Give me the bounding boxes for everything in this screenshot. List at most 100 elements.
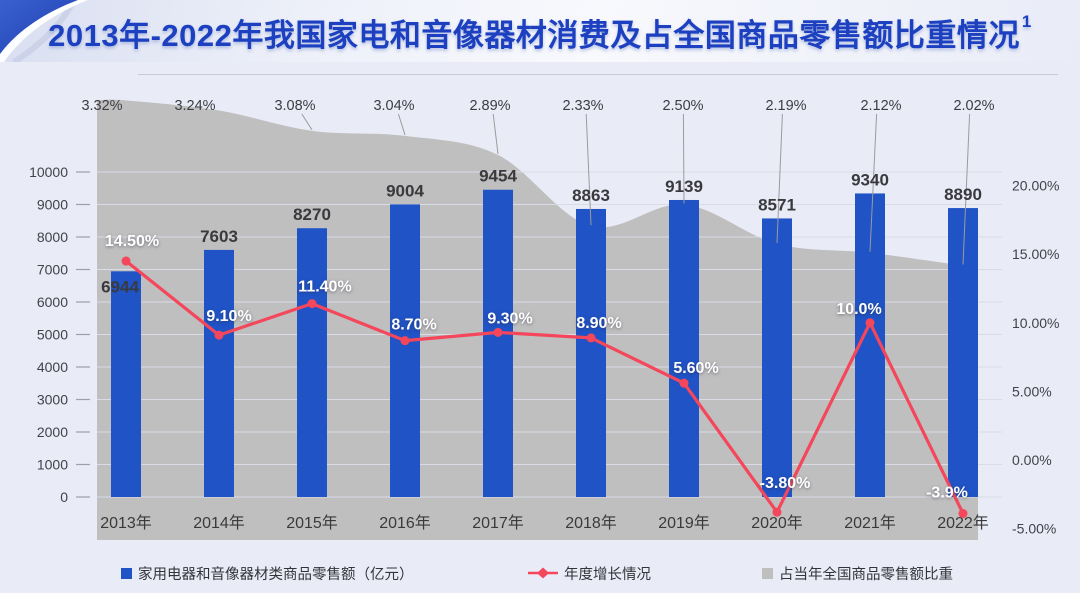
share-percent-label: 3.24% [174, 98, 215, 114]
growth-point [865, 318, 875, 328]
growth-percent-label: -3.9% [926, 485, 968, 502]
legend-label: 年度增长情况 [564, 566, 651, 583]
share-percent-label: 2.50% [662, 98, 703, 114]
bar-value-label: 9139 [665, 177, 703, 196]
x-axis-label: 2019年 [658, 514, 710, 532]
growth-percent-label: 5.60% [673, 360, 718, 377]
bar [576, 208, 606, 497]
legend-label: 占当年全国商品零售额比重 [779, 566, 953, 583]
leader-line [962, 113, 971, 265]
share-percent-label: 2.19% [765, 98, 806, 114]
bar-value-label: 9004 [386, 181, 424, 200]
page-title-text: 2013年-2022年我国家电和音像器材消费及占全国商品零售额比重情况 [48, 17, 1020, 53]
growth-point [307, 299, 317, 309]
left-axis-label: 2000 [37, 424, 68, 440]
bar [390, 204, 420, 497]
line-legend-swatch [528, 567, 558, 579]
legend-label: 家用电器和音像器材类商品零售额（亿元） [138, 566, 414, 583]
share-percent-label: 3.32% [81, 98, 122, 114]
bar-value-label: 9454 [479, 167, 517, 186]
right-axis-label: 20.00% [1012, 178, 1059, 194]
share-percent-label: 3.04% [373, 98, 414, 114]
x-axis-label: 2020年 [751, 514, 803, 532]
left-axis-label: 5000 [37, 327, 68, 343]
bar-value-label: 8270 [293, 205, 331, 224]
growth-point [121, 256, 131, 266]
title-banner: 2013年-2022年我国家电和音像器材消费及占全国商品零售额比重情况 1 [0, 0, 1080, 62]
corner-swoosh-decoration [0, 0, 88, 62]
leader-line [869, 113, 878, 252]
right-axis-label: 15.00% [1012, 246, 1059, 262]
bar [669, 199, 699, 498]
leader-line [397, 113, 406, 136]
leader-line [301, 113, 313, 131]
left-axis-label: 10000 [29, 164, 68, 180]
share-percent-label: 3.08% [274, 98, 315, 114]
x-axis-label: 2017年 [472, 514, 524, 532]
bar [204, 249, 234, 497]
bar-value-label: 9340 [851, 170, 889, 189]
x-axis-label: 2018年 [565, 514, 617, 532]
growth-point [586, 333, 596, 343]
right-axis-label: 5.00% [1012, 383, 1052, 399]
left-axis-label: 9000 [37, 197, 68, 213]
combo-chart: 0 1000 2000 3000 4000 5000 6000 7000 8000 9000 100… [29, 98, 1059, 540]
growth-percent-label: -3.80% [760, 475, 811, 492]
x-axis-label: 2016年 [379, 514, 431, 532]
growth-point [214, 330, 224, 340]
growth-percent-label: 11.40% [298, 279, 351, 296]
bar [762, 218, 792, 497]
leader-line [492, 113, 499, 155]
share-percent-label: 2.02% [953, 98, 994, 114]
growth-line [125, 259, 965, 515]
share-percent-label: 2.89% [469, 98, 510, 114]
legend-item-growth-line: 年度增长情况 [528, 562, 651, 584]
leader-line [585, 113, 592, 226]
x-axis-label: 2013年 [100, 514, 152, 532]
area-legend-swatch [762, 567, 773, 579]
left-axis-label: 4000 [37, 359, 68, 375]
title-superscript: 1 [1021, 12, 1032, 31]
growth-percent-label: 9.10% [206, 308, 251, 325]
growth-point [772, 507, 782, 517]
bar-value-label: 8890 [944, 185, 982, 204]
growth-point [493, 327, 503, 337]
page-title: 2013年-2022年我国家电和音像器材消费及占全国商品零售额比重情况 1 [0, 0, 1080, 64]
left-axis-label: 3000 [37, 392, 68, 408]
right-axis-label: 10.00% [1012, 315, 1059, 331]
legend-item-retail-bars: 家用电器和音像器材类商品零售额（亿元） [121, 562, 414, 584]
bar-value-label: 8571 [758, 195, 796, 214]
bar-value-label: 8863 [572, 186, 610, 205]
right-axis-label: -5.00% [1012, 521, 1056, 537]
bar [111, 271, 141, 497]
bar-value-label: 6944 [101, 277, 139, 296]
x-axis-label: 2015年 [286, 514, 338, 532]
bar-legend-swatch [121, 567, 132, 579]
bar [483, 189, 513, 497]
x-axis-label: 2014年 [193, 514, 245, 532]
share-percent-label: 2.33% [562, 98, 603, 114]
growth-percent-label: 9.30% [487, 310, 532, 327]
right-axis-label: 0.00% [1012, 452, 1052, 468]
growth-percent-label: 8.70% [391, 317, 436, 334]
x-axis-label: 2021年 [844, 514, 896, 532]
growth-point [679, 378, 689, 388]
legend-item-share-area: 占当年全国商品零售额比重 [762, 562, 953, 584]
left-axis-label: 6000 [37, 294, 68, 310]
growth-percent-label: 14.50% [105, 233, 159, 250]
left-axis-label: 8000 [37, 229, 68, 245]
left-axis-label: 7000 [37, 262, 68, 278]
chart-legend: 家用电器和音像器材类商品零售额（亿元） 年度增长情况 占当年全国商品零售额比重 [0, 562, 1080, 584]
x-axis-label: 2022年 [937, 514, 989, 532]
left-axis-label: 0 [60, 489, 68, 505]
growth-percent-label: 8.90% [576, 315, 621, 332]
divider-line [138, 74, 1058, 75]
leader-line [682, 113, 685, 204]
leader-line [776, 113, 783, 243]
growth-point [958, 509, 968, 519]
growth-point [400, 336, 410, 346]
share-percent-label: 2.12% [860, 98, 901, 114]
growth-percent-label: 10.0% [836, 301, 881, 318]
bar [948, 208, 978, 497]
